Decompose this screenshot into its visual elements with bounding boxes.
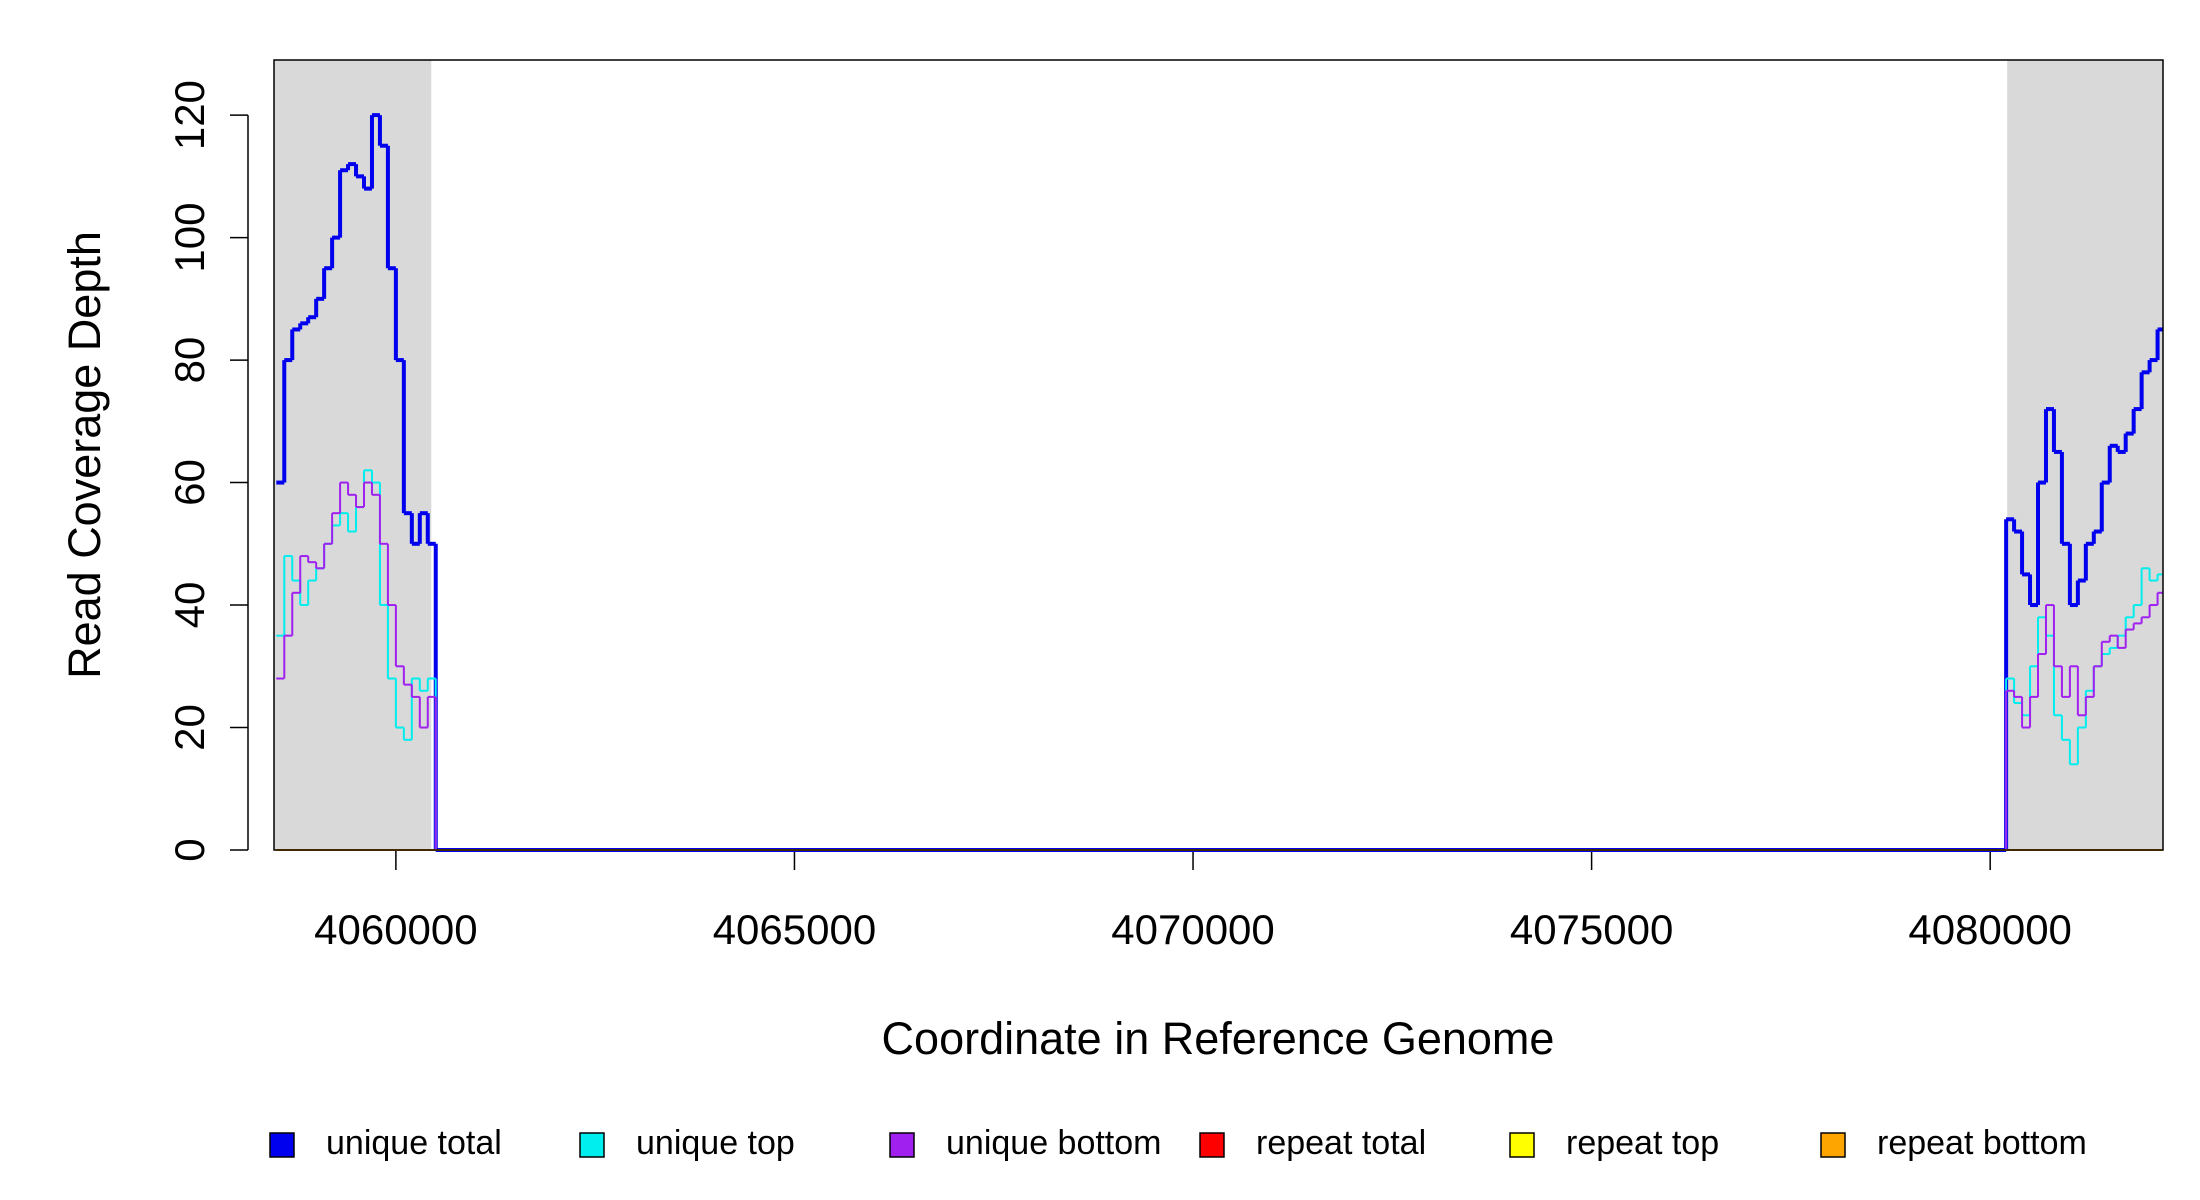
- legend-swatch: [579, 1132, 605, 1158]
- y-tick-label: 40: [166, 582, 213, 629]
- y-tick-label: 120: [166, 80, 213, 150]
- series-1: [276, 469, 2163, 851]
- shaded-region: [2007, 60, 2163, 850]
- legend-label: repeat bottom: [1877, 1124, 2087, 1162]
- y-tick-label: 20: [166, 704, 213, 751]
- y-tick-label: 60: [166, 459, 213, 506]
- legend-label: repeat total: [1256, 1124, 1426, 1162]
- series-0: [276, 113, 2163, 852]
- plot-frame: [273, 59, 2164, 851]
- legend-swatch: [1509, 1132, 1535, 1158]
- shaded-region: [274, 60, 432, 850]
- x-tick-label: 4070000: [1111, 906, 1275, 953]
- series-2: [276, 481, 2163, 851]
- legend-label: unique top: [636, 1124, 795, 1162]
- legend-label: unique bottom: [946, 1124, 1162, 1162]
- legend-label: repeat top: [1566, 1124, 1719, 1162]
- legend-swatch: [269, 1132, 295, 1158]
- y-tick-label: 80: [166, 337, 213, 384]
- legend-swatch: [1820, 1132, 1846, 1158]
- legend-swatch: [889, 1132, 915, 1158]
- x-tick-label: 4080000: [1908, 906, 2072, 953]
- x-tick-label: 4075000: [1510, 906, 1674, 953]
- y-axis-title: Read Coverage Depth: [59, 231, 110, 679]
- y-tick-label: 100: [166, 203, 213, 273]
- x-axis-title: Coordinate in Reference Genome: [882, 1013, 1555, 1064]
- y-tick-label: 0: [166, 838, 213, 861]
- x-tick-label: 4060000: [314, 906, 478, 953]
- x-tick-label: 4065000: [713, 906, 877, 953]
- legend-swatch: [1199, 1132, 1225, 1158]
- legend-label: unique total: [326, 1124, 502, 1162]
